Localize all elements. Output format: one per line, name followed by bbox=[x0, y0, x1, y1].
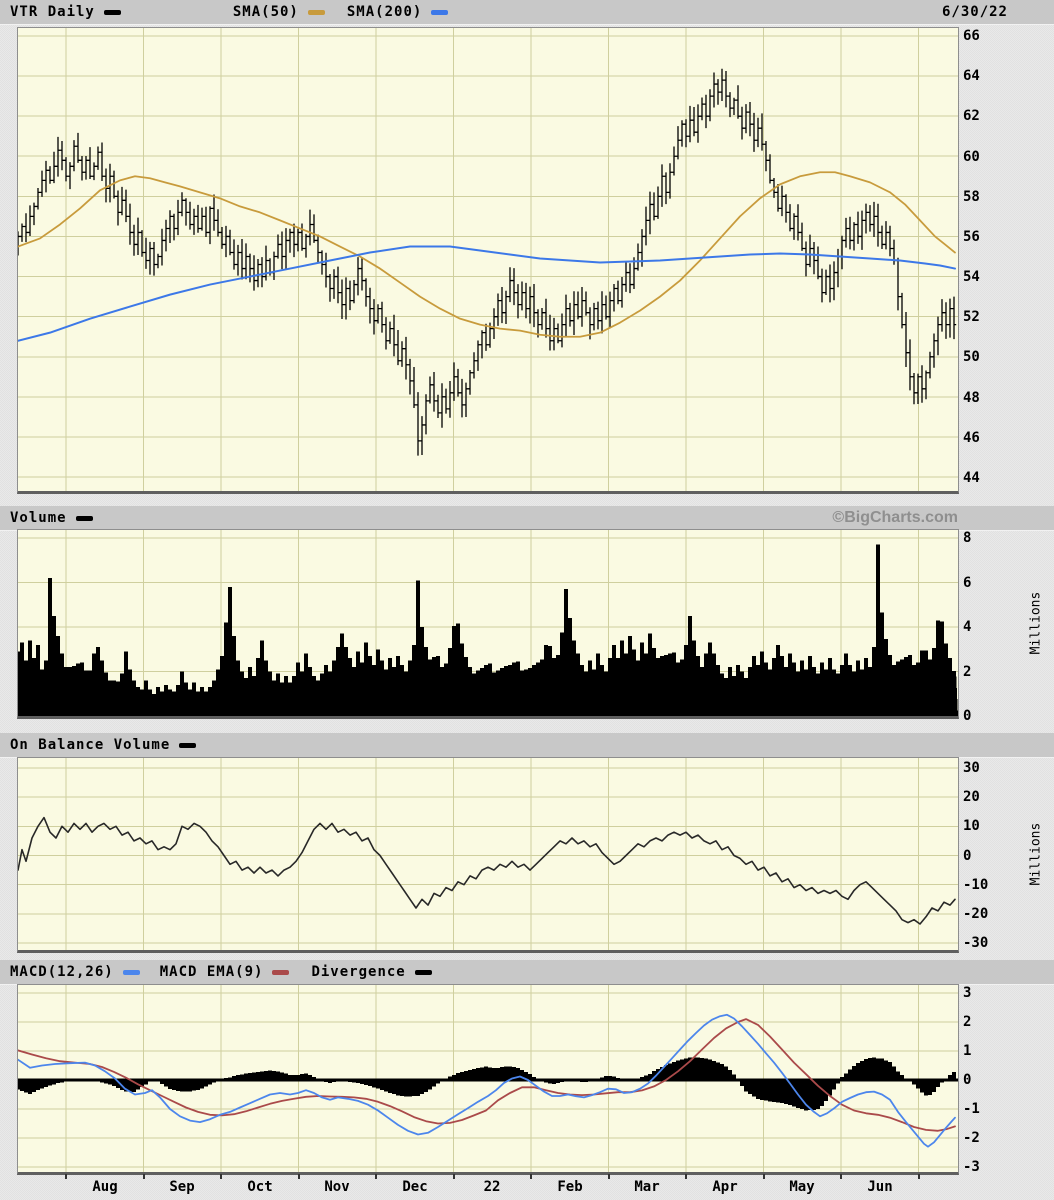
y-axis-tick-label: 0 bbox=[963, 708, 972, 724]
x-axis-tick bbox=[608, 1174, 610, 1179]
y-axis-tick-label: 8 bbox=[963, 530, 972, 546]
bigcharts-watermark: ©BigCharts.com bbox=[832, 509, 958, 526]
y-axis-tick-label: 2 bbox=[963, 1014, 972, 1030]
y-axis-tick-label: 44 bbox=[963, 470, 980, 486]
y-axis-tick-label: 30 bbox=[963, 760, 980, 776]
volume-chart bbox=[17, 529, 959, 719]
y-axis-tick-label: 58 bbox=[963, 189, 980, 205]
y-axis-tick-label: -30 bbox=[963, 935, 989, 951]
macd-ema-label: MACD EMA(9) bbox=[159, 964, 264, 980]
obv-title: On Balance Volume bbox=[10, 737, 171, 753]
obv-chart bbox=[17, 757, 959, 953]
y-axis-tick-label: -10 bbox=[963, 877, 989, 893]
macd-header-bar: MACD(12,26) MACD EMA(9) Divergence bbox=[0, 960, 1054, 984]
x-axis-month-label: Mar bbox=[634, 1179, 660, 1195]
y-axis-tick-label: 4 bbox=[963, 619, 972, 635]
sma50-label: SMA(50) bbox=[232, 4, 299, 20]
x-axis-tick bbox=[298, 1174, 300, 1179]
sma200-swatch-icon bbox=[431, 9, 449, 15]
y-axis-tick-label: -20 bbox=[963, 906, 989, 922]
volume-chart-canvas bbox=[18, 530, 958, 716]
x-axis-tick bbox=[763, 1174, 765, 1179]
x-axis-tick bbox=[840, 1174, 842, 1179]
y-axis-tick-label: 6 bbox=[963, 575, 972, 591]
y-axis-tick-label: 66 bbox=[963, 28, 980, 44]
sma50-swatch-icon bbox=[307, 9, 325, 15]
x-axis-tick bbox=[65, 1174, 67, 1179]
x-axis-month-label: Jun bbox=[867, 1179, 893, 1195]
x-axis-tick bbox=[453, 1174, 455, 1179]
y-axis-tick-label: 60 bbox=[963, 149, 980, 165]
macd-ema-swatch-icon bbox=[272, 969, 290, 975]
y-axis-tick-label: 64 bbox=[963, 68, 980, 84]
y-axis-tick-label: 48 bbox=[963, 390, 980, 406]
y-axis-tick-label: 46 bbox=[963, 430, 980, 446]
x-axis-month-label: 22 bbox=[483, 1179, 501, 1195]
y-axis-tick-label: 20 bbox=[963, 789, 980, 805]
obv-chart-canvas bbox=[18, 758, 958, 950]
y-axis-tick-label: 56 bbox=[963, 229, 980, 245]
x-axis-month-label: Feb bbox=[557, 1179, 583, 1195]
y-axis-tick-label: 0 bbox=[963, 1072, 972, 1088]
x-axis-tick bbox=[375, 1174, 377, 1179]
y-axis-tick-label: 1 bbox=[963, 1043, 972, 1059]
y-axis-tick-label: 2 bbox=[963, 664, 972, 680]
divergence-label: Divergence bbox=[311, 964, 406, 980]
x-axis-tick bbox=[220, 1174, 222, 1179]
volume-swatch-icon bbox=[75, 515, 93, 521]
x-axis-month-label: Dec bbox=[402, 1179, 428, 1195]
price-line-swatch-icon bbox=[103, 9, 121, 15]
macd-chart-canvas bbox=[18, 985, 958, 1172]
obv-swatch-icon bbox=[179, 742, 197, 748]
sma200-label: SMA(200) bbox=[346, 4, 423, 20]
macd-label: MACD(12,26) bbox=[10, 964, 114, 980]
y-axis-tick-label: 3 bbox=[963, 985, 972, 1001]
chart-date: 6/30/22 bbox=[941, 4, 1008, 20]
price-chart bbox=[17, 27, 959, 494]
obv-header-bar: On Balance Volume bbox=[0, 733, 1054, 757]
volume-header-bar: Volume ©BigCharts.com bbox=[0, 506, 1054, 530]
x-axis-month-label: May bbox=[789, 1179, 815, 1195]
x-axis-month-label: Sep bbox=[169, 1179, 195, 1195]
x-axis-tick bbox=[530, 1174, 532, 1179]
y-axis-tick-label: 0 bbox=[963, 848, 972, 864]
symbol-label: VTR Daily bbox=[10, 4, 95, 20]
y-axis-tick-label: 10 bbox=[963, 818, 980, 834]
y-axis-tick-label: 62 bbox=[963, 108, 980, 124]
y-axis-tick-label: 50 bbox=[963, 349, 980, 365]
volume-y-unit-label: Millions bbox=[1028, 591, 1044, 655]
y-axis-tick-label: -1 bbox=[963, 1101, 980, 1117]
x-axis-month-label: Aug bbox=[92, 1179, 118, 1195]
x-axis-tick bbox=[685, 1174, 687, 1179]
price-chart-canvas bbox=[18, 28, 958, 491]
y-axis-tick-label: 54 bbox=[963, 269, 980, 285]
x-axis-tick bbox=[143, 1174, 145, 1179]
x-axis-month-label: Apr bbox=[712, 1179, 738, 1195]
y-axis-tick-label: -3 bbox=[963, 1159, 980, 1175]
obv-y-unit-label: Millions bbox=[1028, 822, 1044, 886]
macd-chart bbox=[17, 984, 959, 1175]
x-axis-month-label: Oct bbox=[247, 1179, 273, 1195]
macd-line-swatch-icon bbox=[122, 969, 140, 975]
y-axis-tick-label: 52 bbox=[963, 309, 980, 325]
divergence-swatch-icon bbox=[414, 969, 432, 975]
y-axis-tick-label: -2 bbox=[963, 1130, 980, 1146]
x-axis-tick bbox=[918, 1174, 920, 1179]
volume-title: Volume bbox=[10, 510, 67, 526]
price-header-bar: VTR Daily SMA(50) SMA(200) 6/30/22 bbox=[0, 0, 1054, 24]
x-axis-month-label: Nov bbox=[324, 1179, 350, 1195]
